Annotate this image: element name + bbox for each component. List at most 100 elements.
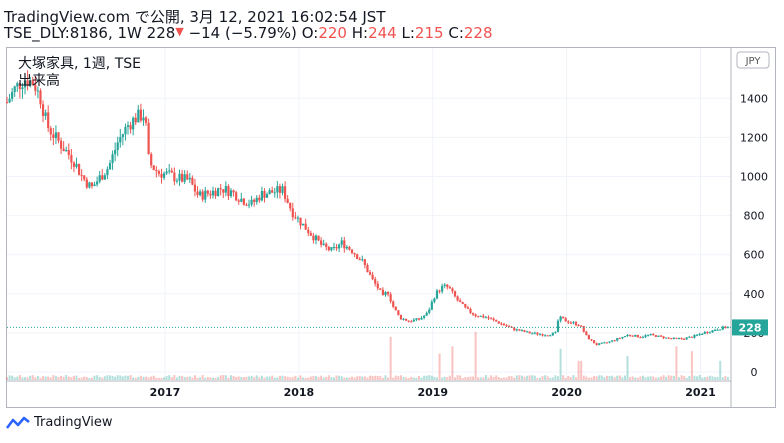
candle-body bbox=[438, 290, 441, 292]
last-price-tag bbox=[732, 319, 768, 336]
volume-bar bbox=[719, 360, 722, 380]
candle-body bbox=[397, 310, 400, 316]
volume-bar bbox=[322, 377, 325, 380]
volume-bar bbox=[98, 376, 101, 380]
candle-body bbox=[286, 198, 289, 203]
volume-bar bbox=[690, 351, 693, 380]
volume-bar bbox=[145, 376, 148, 380]
y-tick-label: 0 bbox=[751, 366, 758, 379]
volume-bar bbox=[222, 375, 225, 380]
volume-bar bbox=[199, 377, 202, 380]
volume-bar bbox=[47, 376, 50, 380]
candle-body bbox=[29, 80, 32, 86]
volume-bar bbox=[402, 376, 405, 380]
volume-bar bbox=[531, 375, 534, 380]
x-tick-label: 2018 bbox=[284, 386, 315, 399]
candle-body bbox=[366, 264, 369, 273]
candle-body bbox=[574, 322, 578, 326]
volume-bar bbox=[281, 375, 284, 380]
candle-body bbox=[688, 336, 691, 338]
candle-body bbox=[245, 204, 248, 206]
volume-bar bbox=[502, 377, 505, 380]
candle-body bbox=[708, 332, 712, 334]
candle-body bbox=[93, 184, 96, 187]
candle-body bbox=[433, 298, 436, 302]
candle-body bbox=[464, 303, 467, 308]
volume-bar bbox=[88, 377, 91, 380]
candle-body bbox=[353, 253, 356, 255]
candle-body bbox=[698, 334, 701, 336]
candle-body bbox=[144, 117, 148, 123]
volume-bar bbox=[423, 375, 426, 380]
volume-bar bbox=[644, 377, 647, 380]
candle-body bbox=[677, 338, 681, 340]
candle-body bbox=[670, 338, 673, 340]
volume-bar bbox=[11, 375, 14, 380]
volume-bar bbox=[724, 376, 727, 380]
candle-body bbox=[587, 335, 591, 340]
candle-body bbox=[232, 190, 235, 193]
volume-bar bbox=[598, 375, 601, 380]
volume-bar bbox=[472, 376, 475, 380]
volume-bar bbox=[96, 375, 99, 380]
volume-bar bbox=[289, 377, 292, 380]
volume-bar bbox=[183, 376, 186, 380]
candle-body bbox=[394, 306, 397, 311]
volume-bar bbox=[536, 377, 539, 380]
volume-bar bbox=[142, 376, 145, 380]
candle-body bbox=[314, 235, 318, 241]
candle-body bbox=[505, 325, 508, 327]
candle-body bbox=[165, 171, 168, 174]
candle-body bbox=[247, 204, 251, 206]
candle-body bbox=[484, 317, 488, 319]
candle-body bbox=[621, 336, 624, 339]
volume-bar bbox=[196, 377, 199, 380]
volume-bar bbox=[726, 376, 729, 380]
volume-bar bbox=[572, 375, 575, 380]
candle-body bbox=[477, 316, 480, 318]
candle-body bbox=[667, 337, 670, 339]
candle-body bbox=[16, 83, 19, 87]
volume-bar bbox=[152, 375, 155, 380]
volume-bar bbox=[575, 377, 578, 380]
legend-title: 大塚家具, 1週, TSE bbox=[18, 56, 141, 72]
volume-bar bbox=[170, 377, 173, 380]
candle-body bbox=[229, 190, 233, 197]
volume-bar bbox=[121, 376, 124, 380]
volume-bar bbox=[312, 375, 315, 380]
volume-bar bbox=[330, 377, 333, 380]
volume-bar bbox=[57, 376, 60, 380]
candle-body bbox=[430, 301, 433, 310]
volume-bar bbox=[616, 375, 619, 380]
candle-body bbox=[515, 329, 518, 331]
candle-body bbox=[507, 326, 511, 328]
candle-body bbox=[103, 175, 106, 180]
candle-body bbox=[412, 319, 415, 322]
tradingview-footer[interactable]: TradingView bbox=[6, 415, 113, 430]
volume-bar bbox=[636, 377, 639, 380]
volume-bar bbox=[49, 377, 52, 380]
candle-body bbox=[564, 318, 567, 322]
candle-body bbox=[41, 104, 45, 116]
candle-body bbox=[240, 198, 243, 202]
volume-bar bbox=[52, 375, 55, 380]
volume-bar bbox=[587, 377, 590, 380]
volume-bar bbox=[371, 376, 374, 380]
candle-body bbox=[271, 190, 274, 193]
volume-bar bbox=[381, 377, 384, 380]
candle-body bbox=[199, 191, 202, 196]
volume-bar bbox=[714, 377, 717, 380]
candle-body bbox=[446, 284, 449, 288]
candle-body bbox=[98, 175, 101, 182]
volume-bar bbox=[114, 376, 117, 380]
volume-bar bbox=[227, 377, 230, 380]
publish-info: TradingView.com で公開, 3月 12, 2021 16:02:5… bbox=[4, 8, 386, 26]
volume-bar bbox=[634, 377, 637, 380]
candle-body bbox=[111, 154, 114, 164]
candle-body bbox=[580, 325, 583, 327]
volume-bar bbox=[173, 375, 176, 380]
volume-bar bbox=[657, 377, 660, 380]
candle-body bbox=[582, 326, 585, 332]
candle-body bbox=[67, 150, 70, 155]
